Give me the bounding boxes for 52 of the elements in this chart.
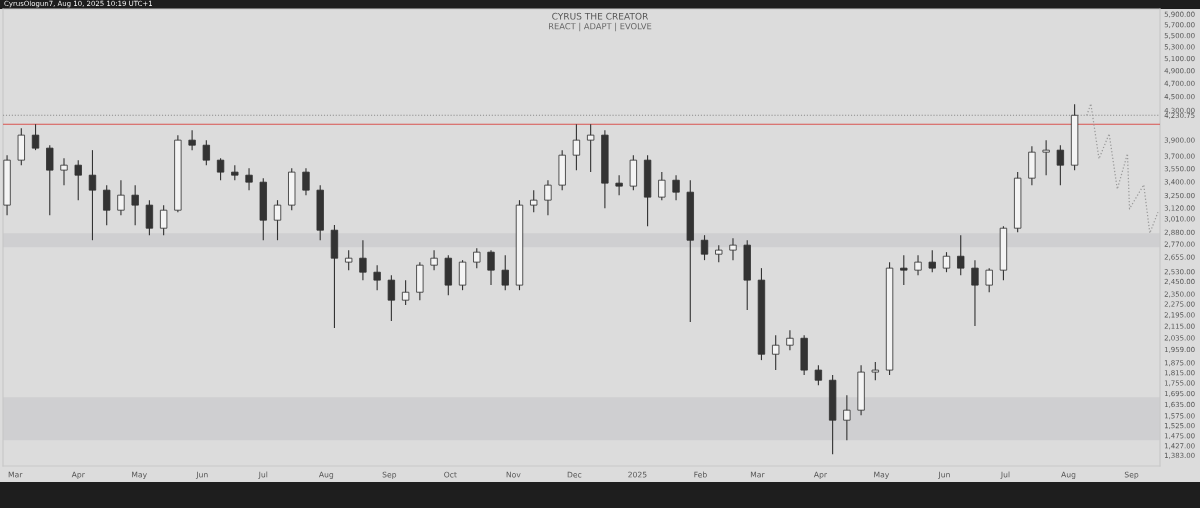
chart-title: CYRUS THE CREATOR [552, 12, 649, 20]
candlestick [401, 279, 410, 306]
candlestick [586, 123, 595, 173]
candlestick [31, 123, 40, 151]
candlestick [131, 184, 139, 226]
candlestick [985, 267, 993, 293]
candlestick [544, 179, 552, 216]
candlestick [729, 237, 737, 261]
candlestick [216, 157, 225, 181]
candlestick [473, 247, 481, 269]
candlestick [772, 334, 780, 371]
candlestick [971, 259, 979, 327]
candlestick [1042, 139, 1050, 176]
candlestick [572, 123, 581, 171]
candlestick [871, 361, 879, 381]
candlestick [1056, 144, 1065, 186]
candlestick [914, 254, 922, 276]
candlestick [658, 171, 666, 201]
candlestick [814, 364, 823, 386]
line-series [1086, 103, 1159, 234]
candlestick [928, 249, 936, 273]
candlestick [345, 249, 353, 271]
candlestick [530, 189, 538, 213]
candlestick [786, 329, 794, 351]
text: REACT | ADAPT | EVOLVE [549, 22, 652, 32]
candlestick [74, 159, 82, 201]
candlestick [430, 249, 438, 271]
candlestick [900, 254, 908, 286]
candlestick [373, 264, 381, 291]
candlestick [700, 234, 709, 261]
candlestick [88, 149, 97, 241]
candlestick [843, 394, 851, 441]
candlestick [60, 157, 68, 186]
candlestick [145, 199, 154, 236]
candlestick [245, 167, 253, 191]
candlestick [188, 129, 196, 151]
candlestick [46, 144, 54, 216]
candlestick [387, 274, 396, 322]
candlestick [458, 259, 467, 291]
candlestick [202, 139, 211, 166]
candlestick [615, 174, 623, 196]
candlestick [957, 234, 965, 276]
candlestick [359, 239, 367, 281]
candlestick [672, 174, 680, 201]
candlestick [159, 204, 168, 236]
candlestick [302, 167, 310, 196]
candlestick [103, 184, 111, 226]
candlestick [487, 249, 495, 286]
candlestick [942, 251, 951, 273]
candlestick [117, 179, 125, 216]
candlestick [501, 254, 509, 291]
candlestick [273, 199, 282, 241]
